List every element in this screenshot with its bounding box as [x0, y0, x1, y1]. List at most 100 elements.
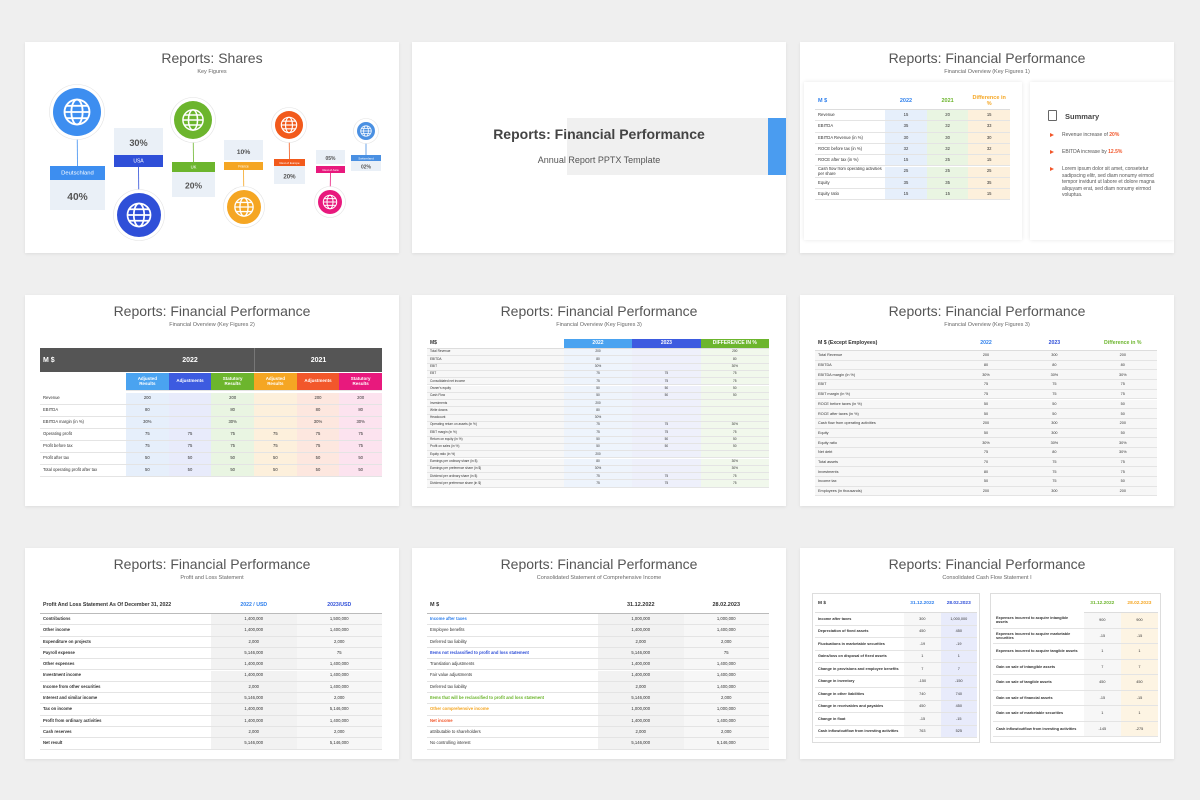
table-cell: 75 [632, 378, 701, 386]
row-label: Change in float [815, 713, 905, 726]
slide-title: Reports: Financial Performance [113, 556, 311, 572]
table-header-cell: Difference in % [968, 94, 1010, 110]
table-cell: 900 [1120, 613, 1158, 629]
slide-title: Reports: Financial Performance [888, 556, 1086, 572]
table-cell [700, 400, 769, 408]
table-cell: 450 [940, 625, 977, 638]
table-cell [632, 407, 701, 415]
table-cell: 1,400,000 [296, 659, 382, 671]
table-cell: 32 [926, 143, 969, 156]
table-cell: 80 [563, 356, 633, 364]
table-cell: 900 [1083, 613, 1121, 629]
table-cell: 80 [563, 458, 633, 466]
table-cell: 75 [1088, 389, 1157, 400]
table-cell: 75 [632, 429, 701, 437]
row-label: Change in provisions and employee benefi… [815, 663, 905, 676]
table-cell: -150 [940, 675, 977, 688]
table-cell: 15 [885, 189, 927, 201]
slide-subtitle: Profit and Loss Statement [180, 575, 244, 581]
table-cell: 1,400,000 [296, 715, 382, 727]
table-header-cell: 31.12.2022 [904, 595, 941, 613]
share-value: 02% [361, 165, 372, 171]
slide-subtitle: Financial Overview (Key Figures 3) [556, 322, 642, 328]
table-cell: 1,000,000 [598, 704, 684, 716]
table-header-cell: Difference in % [1088, 338, 1157, 351]
slide-subtitle: Financial Overview (Key Figures 3) [944, 322, 1030, 328]
row-label: EBIT [427, 363, 564, 371]
label-bar [316, 166, 345, 173]
slide-title: Reports: Financial Performance [500, 556, 698, 572]
table-cell: 75 [632, 480, 701, 488]
row-label: Investments [815, 467, 952, 478]
table-cell: 30% [700, 465, 769, 474]
table-cell: 75 [296, 429, 340, 441]
share-value: 20% [185, 181, 202, 191]
table-header-cell: 2021 [254, 348, 382, 372]
table-cell: 75 [296, 647, 382, 660]
row-label: Income after taxes [815, 613, 905, 626]
value-box [50, 180, 105, 210]
bullet-arrow [1050, 167, 1054, 171]
table-cell: 1 [1120, 644, 1158, 660]
table-cell: 1,000,000 [598, 614, 684, 626]
row-label: Employee benefits [427, 625, 598, 637]
table-cell: 5,146,000 [211, 738, 297, 750]
row-label: Total Revenue [815, 351, 952, 361]
table-cell [168, 405, 212, 417]
table-cell: -15 [1083, 690, 1121, 706]
table-cell: -19 [940, 638, 977, 651]
table-cell: 5,146,000 [683, 738, 769, 750]
row-label: ROCE before taxes (in %) [815, 399, 952, 410]
table-cell: 30% [211, 417, 254, 429]
table-cell: 30% [1088, 438, 1157, 448]
row-label: Operating profit [40, 429, 126, 441]
slide: Reports: Financial Performance Consolidat… [800, 548, 1174, 759]
table-cell: 75 [168, 429, 212, 441]
table-cell: 30% [700, 363, 769, 371]
table-cell: 50 [951, 409, 1021, 419]
table-header-cell: 2022 / USD [211, 598, 297, 614]
table-cell: 30 [885, 132, 927, 144]
row-label: Operating return on assets (in %) [427, 422, 564, 430]
table-cell: 1,500,000 [296, 614, 382, 626]
slide-subtitle: Financial Overview (Key Figures 2) [169, 322, 255, 328]
table-header-cell: 28.02.2023 [1120, 595, 1158, 613]
table-cell: 50 [632, 436, 701, 444]
row-label: Net debt [815, 448, 952, 458]
table-cell: 450 [904, 700, 941, 713]
table-cell: 5,146,000 [598, 738, 684, 750]
share-label: Switzerland [358, 157, 374, 161]
table-cell: 1,400,000 [211, 670, 297, 682]
table-cell: 1,400,000 [296, 625, 382, 637]
table-cell: 30% [1020, 438, 1089, 448]
slide: Reports: Financial Performance Financial … [800, 42, 1174, 253]
table-header-cell: 2022 [951, 338, 1021, 351]
table-cell: 50 [700, 436, 769, 444]
row-label: Expenses incurred to acquire intangible … [993, 613, 1084, 629]
table-cell: 20 [926, 110, 969, 122]
point-highlight: 20% [1109, 132, 1120, 138]
share-value: 40% [67, 192, 87, 203]
table-cell: 200 [951, 418, 1021, 429]
label-bar [224, 162, 263, 170]
table-cell: 200 [563, 451, 633, 459]
table-card [990, 593, 1161, 743]
table-header-cell: 2022 [563, 339, 633, 349]
table-cell [168, 417, 212, 429]
row-label: ROCE after tax (in %) [815, 155, 886, 167]
table-header-cell: Profit And Loss Statement As Of December… [40, 598, 211, 614]
row-label: Deferred tax liability [427, 682, 598, 694]
table-cell [254, 393, 297, 405]
table-cell: 1,000,000 [683, 614, 769, 626]
table-cell: 75 [563, 480, 633, 488]
value-box [114, 128, 163, 155]
row-label: Change in other liabilities [815, 688, 905, 701]
table-cell: 30% [339, 417, 382, 429]
row-label: attributable to shareholders [427, 727, 598, 739]
table-cell: 5,146,000 [598, 647, 684, 660]
slide-subtitle: Consolidated Statement of Comprehensive … [536, 575, 662, 581]
table-cell: 50 [951, 428, 1021, 439]
table-cell: 80 [951, 467, 1021, 478]
table-cell: 80 [563, 407, 633, 415]
summary-point: EBITDA increase by 12.5% [1062, 149, 1168, 156]
